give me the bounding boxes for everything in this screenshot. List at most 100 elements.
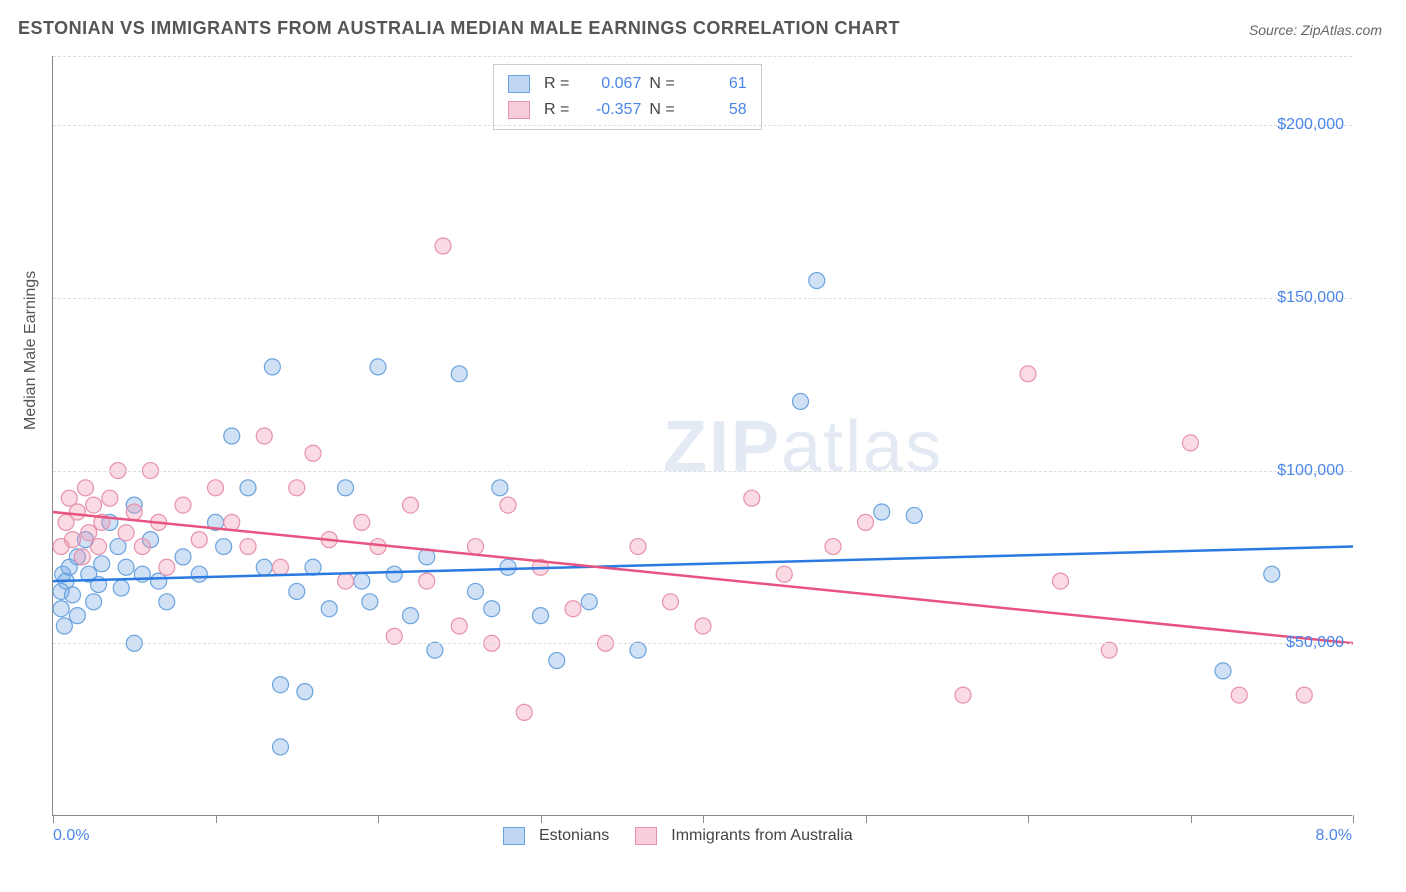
scatter-point xyxy=(159,594,175,610)
scatter-point xyxy=(338,480,354,496)
scatter-point xyxy=(1101,642,1117,658)
scatter-point xyxy=(500,559,516,575)
scatter-point xyxy=(809,273,825,289)
scatter-point xyxy=(175,497,191,513)
scatter-point xyxy=(74,549,90,565)
legend-label-immigrants: Immigrants from Australia xyxy=(671,827,852,845)
scatter-point xyxy=(1296,687,1312,703)
source-prefix: Source: xyxy=(1249,22,1301,38)
scatter-point xyxy=(264,359,280,375)
x-tick xyxy=(1028,815,1029,823)
scatter-point xyxy=(435,238,451,254)
legend-swatch-estonians xyxy=(503,827,525,845)
n-label-1: N = xyxy=(649,97,674,123)
scatter-point xyxy=(159,559,175,575)
scatter-point xyxy=(630,539,646,555)
legend-item-immigrants: Immigrants from Australia xyxy=(635,827,852,845)
scatter-point xyxy=(362,594,378,610)
chart-plot-area: ZIPatlas R = 0.067 N = 61 R = -0.357 N =… xyxy=(52,56,1352,816)
scatter-point xyxy=(500,497,516,513)
scatter-point xyxy=(793,393,809,409)
scatter-point xyxy=(1020,366,1036,382)
scatter-point xyxy=(191,532,207,548)
r-label-0: R = xyxy=(544,71,569,97)
series-legend: Estonians Immigrants from Australia xyxy=(503,827,853,845)
r-label-1: R = xyxy=(544,97,569,123)
scatter-point xyxy=(118,525,134,541)
scatter-point xyxy=(370,359,386,375)
scatter-point xyxy=(191,566,207,582)
scatter-point xyxy=(354,514,370,530)
y-tick-label: $50,000 xyxy=(1286,634,1344,652)
stats-row-estonians: R = 0.067 N = 61 xyxy=(508,71,747,97)
scatter-point xyxy=(386,566,402,582)
scatter-point xyxy=(427,642,443,658)
scatter-point xyxy=(1215,663,1231,679)
x-tick xyxy=(866,815,867,823)
scatter-point xyxy=(1053,573,1069,589)
scatter-point xyxy=(224,428,240,444)
scatter-point xyxy=(468,539,484,555)
scatter-point xyxy=(86,594,102,610)
scatter-point xyxy=(825,539,841,555)
legend-swatch-immigrants xyxy=(635,827,657,845)
scatter-point xyxy=(1264,566,1280,582)
scatter-point xyxy=(102,490,118,506)
y-axis-title: Median Male Earnings xyxy=(22,271,40,430)
scatter-point xyxy=(776,566,792,582)
scatter-point xyxy=(56,618,72,634)
scatter-point xyxy=(216,539,232,555)
x-tick xyxy=(703,815,704,823)
scatter-point xyxy=(468,583,484,599)
x-tick xyxy=(541,815,542,823)
x-tick xyxy=(53,815,54,823)
scatter-point xyxy=(65,532,81,548)
gridline xyxy=(53,643,1352,644)
stats-legend: R = 0.067 N = 61 R = -0.357 N = 58 xyxy=(493,64,762,130)
scatter-point xyxy=(175,549,191,565)
stats-row-immigrants: R = -0.357 N = 58 xyxy=(508,97,747,123)
scatter-point xyxy=(113,580,129,596)
scatter-point xyxy=(289,583,305,599)
scatter-point xyxy=(492,480,508,496)
scatter-point xyxy=(906,507,922,523)
gridline xyxy=(53,471,1352,472)
scatter-point xyxy=(240,539,256,555)
x-axis-max-label: 8.0% xyxy=(1316,827,1352,845)
gridline xyxy=(53,56,1352,57)
legend-label-estonians: Estonians xyxy=(539,827,609,845)
scatter-point xyxy=(273,739,289,755)
legend-item-estonians: Estonians xyxy=(503,827,609,845)
scatter-point xyxy=(81,525,97,541)
n-label-0: N = xyxy=(649,71,674,97)
scatter-point xyxy=(516,704,532,720)
chart-title: ESTONIAN VS IMMIGRANTS FROM AUSTRALIA ME… xyxy=(18,18,900,39)
x-tick xyxy=(216,815,217,823)
swatch-estonians xyxy=(508,75,530,93)
scatter-point xyxy=(484,601,500,617)
scatter-point xyxy=(273,559,289,575)
scatter-point xyxy=(419,573,435,589)
scatter-point xyxy=(565,601,581,617)
scatter-point xyxy=(126,504,142,520)
x-tick xyxy=(378,815,379,823)
r-value-0: 0.067 xyxy=(577,71,641,97)
scatter-point xyxy=(297,684,313,700)
x-axis-min-label: 0.0% xyxy=(53,827,89,845)
scatter-point xyxy=(858,514,874,530)
scatter-point xyxy=(1231,687,1247,703)
scatter-point xyxy=(86,497,102,513)
scatter-point xyxy=(78,480,94,496)
scatter-point xyxy=(134,539,150,555)
scatter-point xyxy=(874,504,890,520)
scatter-point xyxy=(744,490,760,506)
scatter-point xyxy=(581,594,597,610)
scatter-point xyxy=(403,608,419,624)
source-attribution: Source: ZipAtlas.com xyxy=(1249,22,1382,38)
scatter-point xyxy=(549,653,565,669)
scatter-point xyxy=(289,480,305,496)
scatter-point xyxy=(338,573,354,589)
gridline xyxy=(53,298,1352,299)
scatter-point xyxy=(91,539,107,555)
scatter-point xyxy=(53,601,69,617)
